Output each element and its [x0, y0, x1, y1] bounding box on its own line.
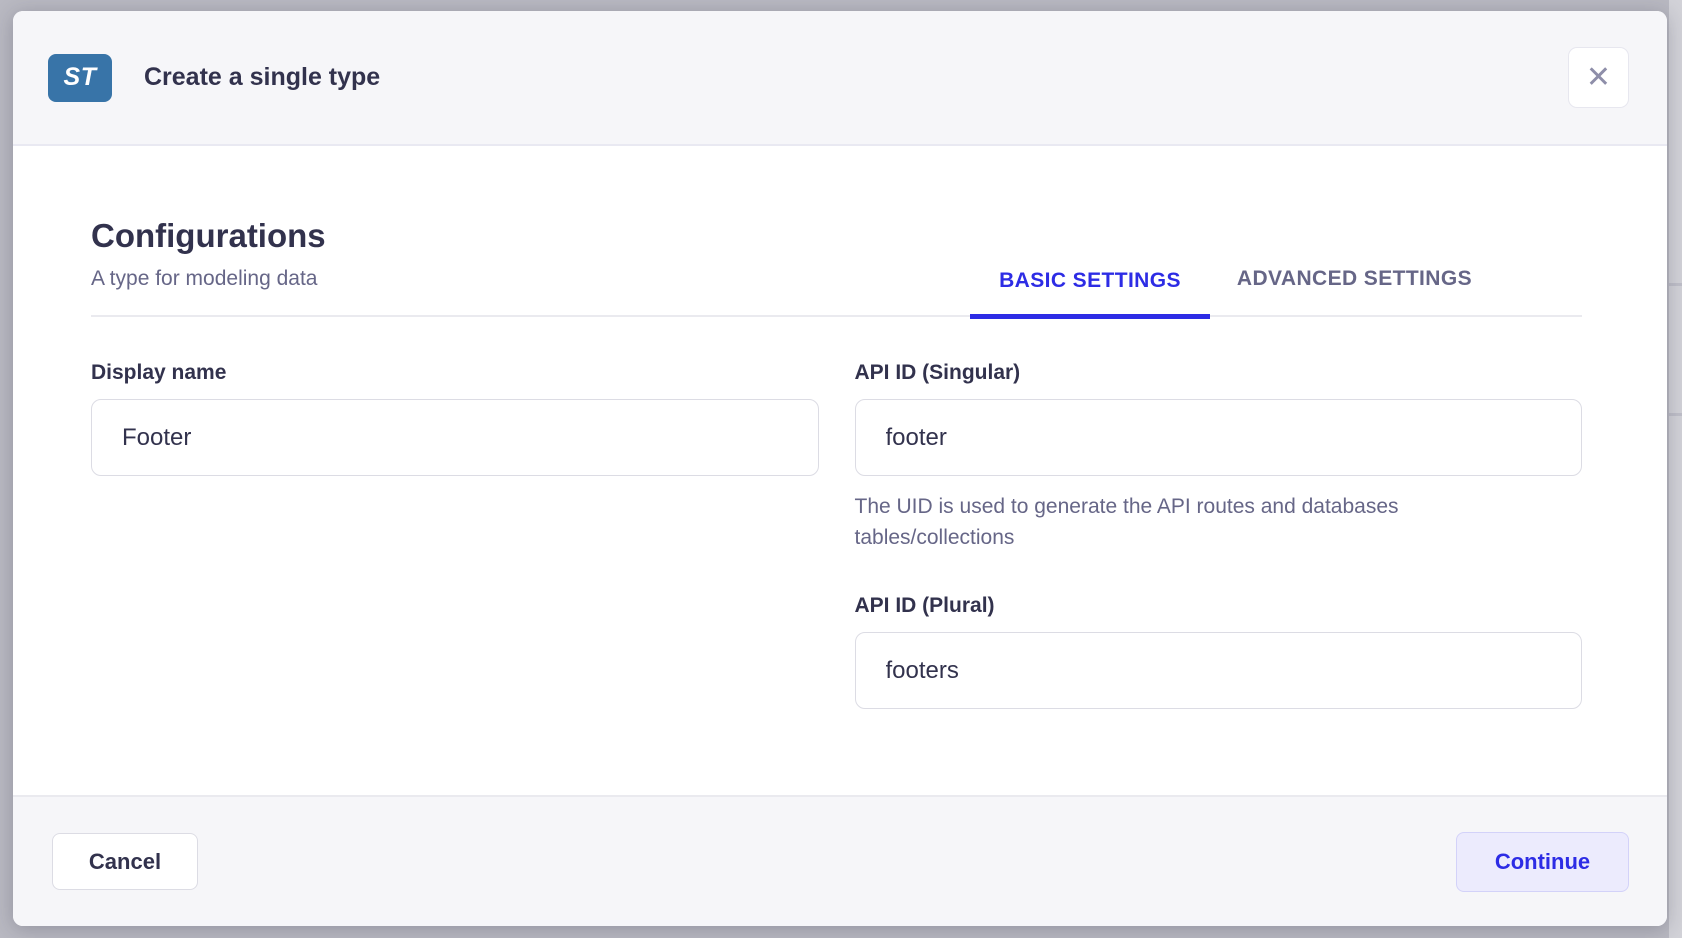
background-divider	[1669, 283, 1682, 286]
close-button[interactable]: ✕	[1568, 47, 1629, 108]
modal-footer: Cancel Continue	[13, 795, 1667, 926]
display-name-field: Display name	[91, 361, 819, 477]
cancel-button[interactable]: Cancel	[52, 833, 198, 890]
api-id-plural-label: API ID (Plural)	[854, 594, 995, 618]
left-column: Display name	[91, 361, 819, 709]
modal-title: Create a single type	[144, 63, 381, 91]
configurations-heading: Configurations	[91, 217, 326, 254]
tab-advanced-settings[interactable]: ADVANCED SETTINGS	[1236, 267, 1472, 291]
configurations-heading-block: Configurations A type for modeling data	[91, 217, 326, 315]
create-single-type-modal: ST Create a single type ✕ Configurations…	[13, 11, 1667, 926]
configuration-form: Display name API ID (Singular) The UID i…	[91, 361, 1582, 710]
close-icon: ✕	[1585, 60, 1612, 94]
display-name-input[interactable]	[91, 399, 819, 477]
modal-body: Configurations A type for modeling data …	[13, 146, 1667, 795]
api-id-plural-field: API ID (Plural)	[854, 594, 1582, 710]
background-divider	[1669, 413, 1682, 416]
api-id-plural-input[interactable]	[854, 632, 1582, 710]
api-id-singular-input[interactable]	[854, 399, 1582, 477]
single-type-badge-icon: ST	[48, 53, 112, 102]
api-id-singular-field: API ID (Singular) The UID is used to gen…	[854, 361, 1582, 553]
configurations-subheading: A type for modeling data	[91, 267, 318, 291]
api-id-singular-hint: The UID is used to generate the API rout…	[854, 495, 1399, 550]
modal-header: ST Create a single type ✕	[13, 11, 1667, 146]
background-scroll-strip	[1669, 0, 1682, 938]
tab-basic-settings[interactable]: BASIC SETTINGS	[970, 269, 1210, 319]
api-id-singular-label: API ID (Singular)	[854, 361, 1021, 385]
right-column: API ID (Singular) The UID is used to gen…	[854, 361, 1582, 710]
continue-button[interactable]: Continue	[1456, 831, 1629, 892]
configurations-header-row: Configurations A type for modeling data …	[91, 217, 1582, 319]
settings-tabs: BASIC SETTINGS ADVANCED SETTINGS	[970, 267, 1582, 319]
display-name-label: Display name	[91, 361, 227, 385]
